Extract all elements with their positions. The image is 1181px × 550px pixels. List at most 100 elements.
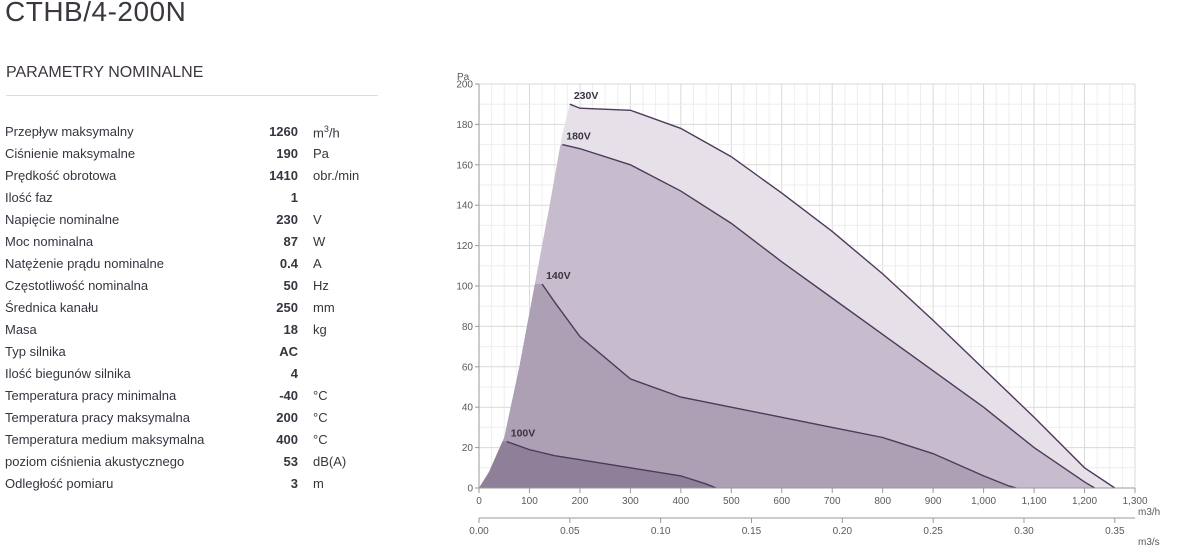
param-unit: °C	[313, 388, 328, 403]
param-value: 1	[290, 190, 298, 205]
x-tick-label: 1,100	[1022, 496, 1047, 507]
x2-tick-label: 0.30	[1014, 526, 1034, 537]
y-tick-label: 20	[462, 443, 474, 454]
y-tick-label: 0	[467, 484, 473, 495]
section-title: PARAMETRY NOMINALNE	[6, 64, 204, 81]
param-value: 53	[283, 454, 298, 469]
series-label: 180V	[566, 131, 591, 143]
y-tick-label: 180	[456, 120, 473, 131]
x-tick-label: 600	[773, 496, 790, 507]
x-tick-label: 1,000	[971, 496, 996, 507]
param-label: Temperatura pracy maksymalna	[5, 410, 190, 425]
param-unit: dB(A)	[313, 454, 347, 469]
param-unit: V	[313, 212, 322, 227]
param-row: Typ silnika AC	[5, 341, 385, 363]
param-row: Odległość pomiaru 3 m	[5, 473, 385, 495]
param-label: poziom ciśnienia akustycznego	[5, 454, 185, 469]
fan-performance-chart: 230V 180V 140V 100V 0 20 40 60 80 100 120 140 160 180…	[456, 72, 1160, 548]
param-unit: m3/h	[313, 124, 340, 141]
param-unit: Hz	[313, 278, 329, 293]
param-value: 0.4	[279, 256, 298, 271]
series-label: 230V	[574, 90, 599, 102]
param-row: Moc nominalna 87 W	[5, 231, 385, 253]
param-unit: °C	[313, 432, 328, 447]
series-line-180V	[562, 143, 1095, 489]
y-tick-label: 80	[462, 322, 474, 333]
param-label: Temperatura medium maksymalna	[5, 432, 205, 447]
param-row: Ciśnienie maksymalne 190 Pa	[5, 143, 385, 165]
x-tick-label: 400	[673, 496, 690, 507]
param-label: Częstotliwość nominalna	[5, 278, 149, 293]
x-tick-label: 200	[572, 496, 589, 507]
product-title: CTHB/4-200N	[5, 0, 187, 27]
param-unit: Pa	[313, 146, 329, 161]
y-axis-title: Pa	[457, 72, 470, 83]
series-line-140V	[541, 283, 1017, 489]
y-tick-label: 40	[462, 403, 474, 414]
x2-tick-label: 0.25	[923, 526, 943, 537]
x2-tick-label: 0.35	[1105, 526, 1125, 537]
param-value: AC	[279, 344, 298, 359]
x2-tick-label: 0.00	[469, 526, 489, 537]
param-row: Przepływ maksymalny 1260 m3/h	[5, 121, 385, 143]
param-row: Prędkość obrotowa 1410 obr./min	[5, 165, 385, 187]
param-row: Temperatura pracy maksymalna 200 °C	[5, 407, 385, 429]
series-label: 140V	[546, 270, 571, 282]
param-unit: obr./min	[313, 168, 360, 183]
param-label: Ilość biegunów silnika	[5, 366, 131, 381]
x-tick-label: 100	[521, 496, 538, 507]
x-tick-label: 300	[622, 496, 639, 507]
param-row: Ilość faz 1	[5, 187, 385, 209]
x2-tick-label: 0.20	[833, 526, 853, 537]
x-tick-label: 700	[824, 496, 841, 507]
param-value: 87	[283, 234, 298, 249]
x-tick-label: 0	[476, 496, 482, 507]
param-label: Ilość faz	[5, 190, 53, 205]
x2-tick-label: 0.15	[742, 526, 762, 537]
section-divider	[6, 95, 378, 96]
param-row: Średnica kanału 250 mm	[5, 297, 385, 319]
param-value: 3	[290, 476, 298, 491]
param-label: Typ silnika	[5, 344, 66, 359]
param-label: Moc nominalna	[5, 234, 94, 249]
param-value: 1410	[269, 168, 298, 183]
x-tick-label: 900	[925, 496, 942, 507]
param-value: 18	[283, 322, 298, 337]
x-tick-label: 1,300	[1122, 496, 1147, 507]
param-label: Prędkość obrotowa	[5, 168, 117, 183]
y-tick-label: 120	[456, 241, 473, 252]
x-tick-label: 500	[723, 496, 740, 507]
param-label: Napięcie nominalne	[5, 212, 120, 227]
param-value: -40	[279, 388, 298, 403]
y-tick-label: 160	[456, 160, 473, 171]
param-unit: kg	[313, 322, 327, 337]
x2-tick-label: 0.05	[560, 526, 580, 537]
param-label: Natężenie prądu nominalne	[5, 256, 164, 271]
param-row: Natężenie prądu nominalne 0.4 A	[5, 253, 385, 275]
parameters-list: Przepływ maksymalny 1260 m3/h Ciśnienie mak…	[5, 121, 385, 495]
param-label: Odległość pomiaru	[5, 476, 114, 491]
series-line-100V	[506, 440, 717, 489]
y-tick-label: 140	[456, 201, 473, 212]
series-label: 100V	[511, 428, 536, 440]
param-label: Masa	[5, 322, 37, 337]
x-tick-label: 1,200	[1072, 496, 1097, 507]
series-area-140V	[479, 283, 1017, 488]
param-unit: °C	[313, 410, 328, 425]
param-unit: m	[313, 476, 324, 491]
param-row: Temperatura pracy minimalna -40 °C	[5, 385, 385, 407]
param-label: Ciśnienie maksymalne	[5, 146, 136, 161]
x2-axis-title: m3/s	[1138, 537, 1160, 548]
param-row: poziom ciśnienia akustycznego 53 dB(A)	[5, 451, 385, 473]
param-row: Temperatura medium maksymalna 400 °C	[5, 429, 385, 451]
param-unit: mm	[313, 300, 335, 315]
y-tick-label: 100	[456, 282, 473, 293]
y-tick-label: 60	[462, 362, 474, 373]
param-label: Średnica kanału	[5, 300, 99, 315]
x-tick-label: 800	[874, 496, 891, 507]
series-area-100V	[479, 441, 717, 488]
param-row: Częstotliwość nominalna 50 Hz	[5, 275, 385, 297]
param-value: 4	[290, 366, 298, 381]
param-unit: A	[313, 256, 322, 271]
param-row: Ilość biegunów silnika 4	[5, 363, 385, 385]
